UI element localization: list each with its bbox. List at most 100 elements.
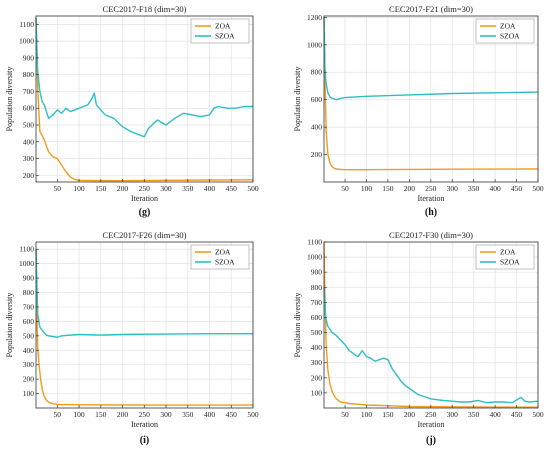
y-tick-label: 1000 (307, 253, 322, 262)
x-tick-label: 300 (160, 184, 172, 193)
y-tick-label: 400 (23, 137, 35, 146)
y-tick-label: 200 (23, 171, 35, 180)
series-line-szoa (323, 287, 539, 404)
legend-label-zoa: ZOA (500, 248, 516, 257)
series-line-szoa (323, 17, 539, 101)
y-tick-label: 600 (23, 104, 35, 113)
x-tick-label: 100 (73, 184, 85, 193)
y-tick-label: 1100 (307, 238, 322, 247)
x-axis-label: Iteration (131, 420, 158, 429)
y-tick-label: 600 (311, 313, 323, 322)
y-axis-label: Population diversity (5, 293, 14, 358)
x-axis-label: Iteration (131, 194, 158, 203)
chart-panel-2: 50 100 150 200 250 300 350 400 450 500 200 400 600 80… (293, 4, 544, 218)
x-tick-label: 50 (341, 184, 349, 193)
x-tick-label: 250 (139, 184, 151, 193)
series-line-zoa (323, 17, 539, 171)
x-tick-label: 200 (117, 410, 129, 419)
legend-box (475, 244, 535, 270)
x-tick-label: 100 (73, 410, 85, 419)
legend-label-zoa: ZOA (215, 22, 231, 31)
y-tick-label: 400 (311, 343, 323, 352)
x-tick-label: 450 (511, 184, 523, 193)
panel-letter: (i) (140, 435, 149, 446)
chart-panel-4: 50 100 150 200 250 300 350 400 450 500 100 200 300 40… (293, 230, 544, 446)
y-tick-label: 800 (311, 68, 323, 77)
y-tick-label: 1000 (19, 37, 34, 46)
x-tick-label: 350 (182, 184, 194, 193)
y-tick-label: 1100 (19, 245, 34, 254)
x-tick-label: 50 (341, 410, 349, 419)
legend-label-zoa: ZOA (215, 248, 231, 257)
x-tick-label: 500 (247, 410, 259, 419)
x-tick-label: 50 (54, 410, 62, 419)
y-tick-label: 900 (311, 268, 323, 277)
y-tick-label: 200 (311, 150, 323, 159)
series-line-szoa (35, 17, 253, 138)
x-tick-label: 100 (361, 410, 373, 419)
x-tick-label: 300 (447, 410, 459, 419)
legend-label-szoa: SZOA (215, 258, 235, 267)
y-tick-label: 800 (23, 70, 35, 79)
x-tick-label: 450 (511, 410, 523, 419)
series-line-szoa (35, 249, 253, 338)
x-tick-label: 150 (95, 410, 107, 419)
x-axis-label: Iteration (417, 420, 444, 429)
x-tick-label: 150 (95, 184, 107, 193)
x-tick-label: 150 (382, 184, 394, 193)
x-tick-label: 200 (117, 184, 129, 193)
legend-box (190, 244, 250, 270)
y-tick-label: 800 (23, 288, 35, 297)
x-tick-label: 100 (361, 184, 373, 193)
x-tick-label: 350 (182, 410, 194, 419)
x-tick-label: 350 (468, 184, 480, 193)
y-tick-label: 300 (23, 154, 35, 163)
legend-label-szoa: SZOA (500, 258, 520, 267)
y-tick-label: 100 (23, 389, 35, 398)
x-tick-label: 450 (226, 184, 238, 193)
chart-panel-3: 50 100 150 200 250 300 350 400 450 500 100 200 300 40… (5, 230, 259, 446)
legend-label-szoa: SZOA (215, 32, 235, 41)
x-tick-label: 400 (204, 410, 216, 419)
y-tick-label: 700 (23, 302, 35, 311)
y-axis-label: Population diversity (293, 293, 302, 358)
y-tick-label: 700 (23, 87, 35, 96)
y-tick-label: 300 (311, 358, 323, 367)
y-axis-label: Population diversity (293, 67, 302, 132)
chart-panel-1: 50 100 150 200 250 300 350 400 450 500 200 300 400 50… (5, 4, 259, 218)
y-tick-label: 500 (23, 331, 35, 340)
y-tick-label: 500 (23, 120, 35, 129)
x-tick-label: 400 (489, 410, 501, 419)
y-tick-label: 400 (23, 346, 35, 355)
x-tick-label: 300 (160, 410, 172, 419)
series-line-zoa (35, 17, 254, 182)
legend-box (475, 18, 535, 44)
y-tick-label: 200 (23, 375, 35, 384)
x-tick-label: 500 (532, 184, 544, 193)
x-tick-label: 450 (226, 410, 238, 419)
x-tick-label: 250 (139, 410, 151, 419)
y-tick-label: 1100 (19, 20, 34, 29)
x-tick-label: 500 (247, 184, 259, 193)
x-tick-label: 50 (54, 184, 62, 193)
y-tick-label: 1200 (307, 13, 322, 22)
panel-letter: (j) (426, 435, 436, 446)
x-tick-label: 200 (404, 184, 416, 193)
y-tick-label: 900 (23, 53, 35, 62)
x-tick-label: 400 (204, 184, 216, 193)
legend-box (190, 18, 250, 44)
y-tick-label: 500 (311, 328, 323, 337)
y-tick-label: 600 (311, 95, 323, 104)
legend-label-szoa: SZOA (500, 32, 520, 41)
series-line-zoa (323, 241, 539, 408)
y-tick-label: 1000 (19, 259, 34, 268)
x-tick-label: 250 (425, 184, 437, 193)
x-tick-label: 300 (447, 184, 459, 193)
x-axis-label: Iteration (417, 194, 444, 203)
y-tick-label: 100 (311, 388, 323, 397)
x-tick-label: 400 (489, 184, 501, 193)
legend-label-zoa: ZOA (500, 22, 516, 31)
